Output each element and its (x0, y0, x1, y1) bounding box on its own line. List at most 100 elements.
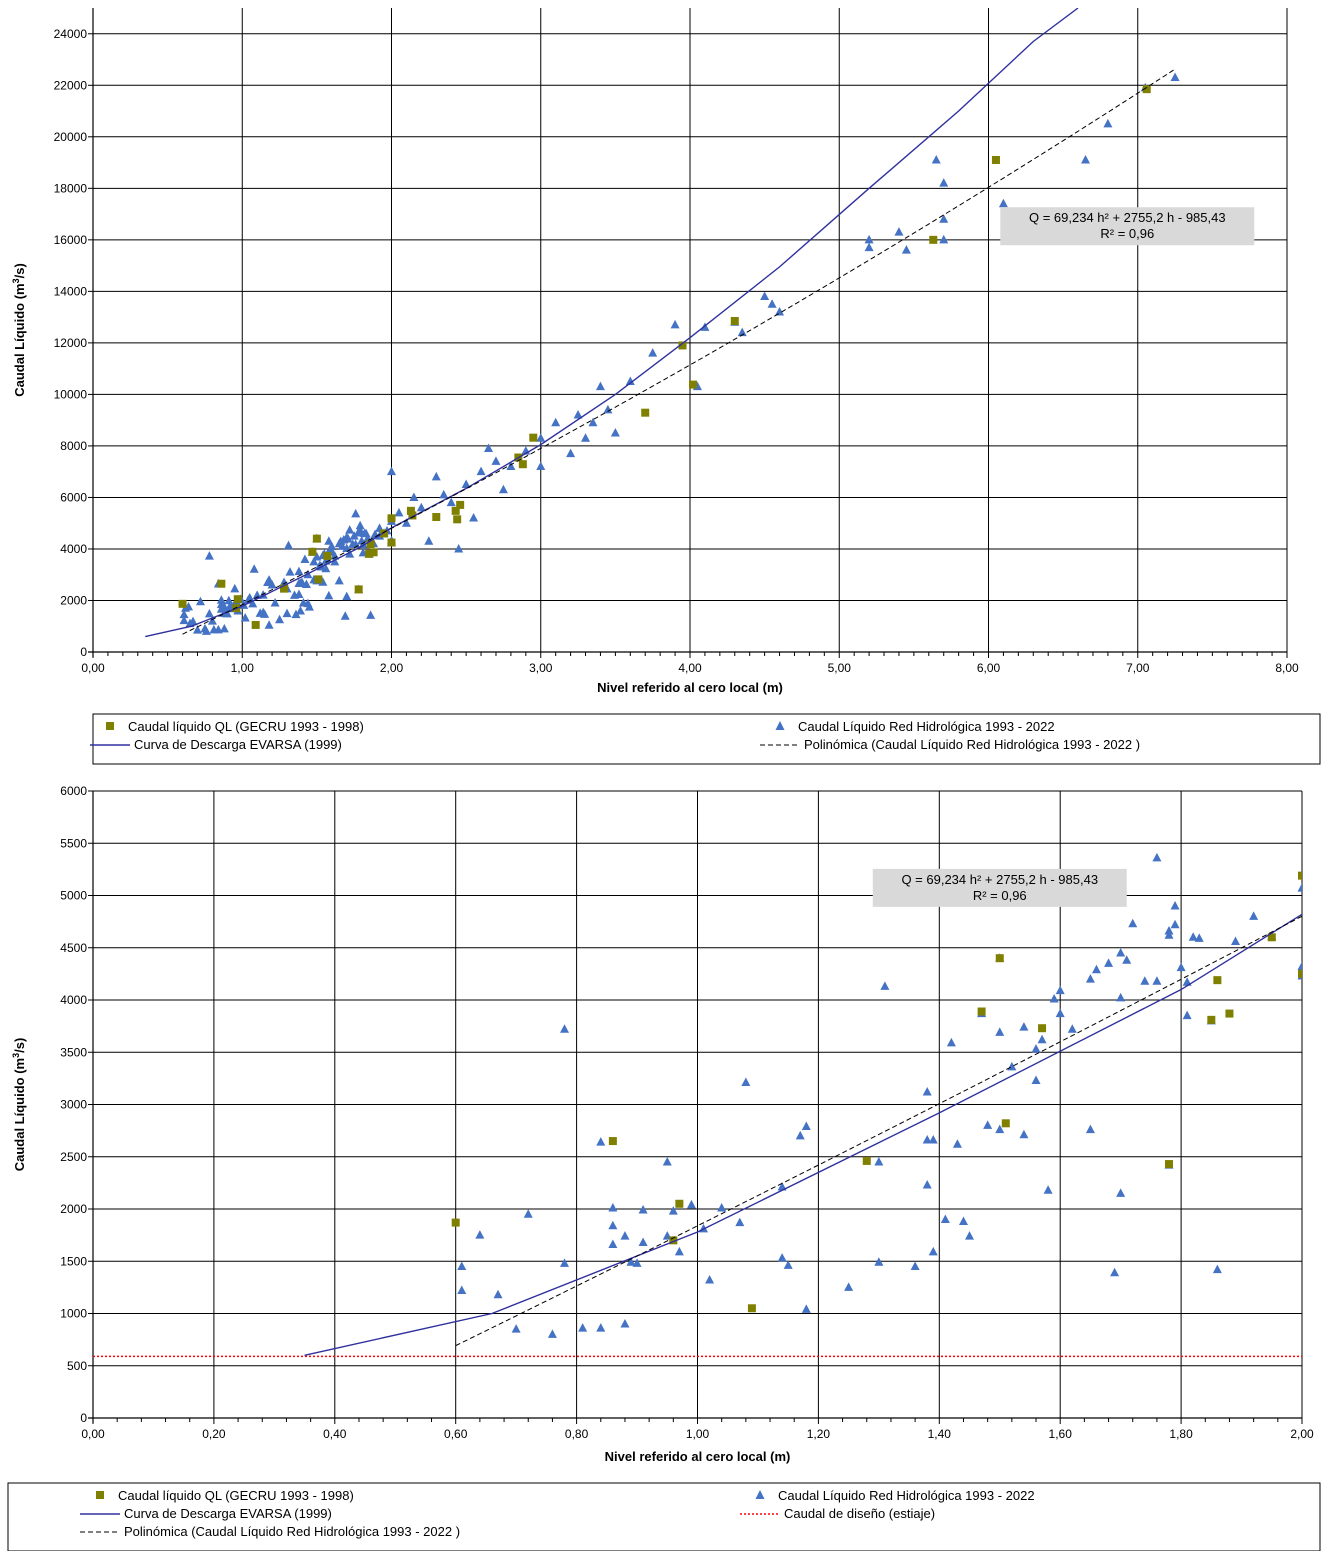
triangle-point (783, 1260, 793, 1269)
square-point (1142, 85, 1151, 94)
x-tick-label: 0,20 (202, 1427, 226, 1441)
triangle-point (409, 492, 419, 501)
triangle-point (536, 461, 546, 471)
y-tick-label: 6000 (60, 784, 87, 798)
square-point (518, 460, 527, 469)
triangle-point (1031, 1075, 1041, 1084)
triangle-point (394, 507, 404, 517)
triangle-point (207, 616, 217, 625)
square-point (323, 551, 332, 560)
y-tick-label: 4000 (60, 993, 87, 1007)
square-point (387, 514, 396, 523)
x-tick-label: 1,40 (928, 1427, 952, 1441)
square-point (995, 954, 1004, 963)
plot-area (145, 8, 1180, 638)
triangle-point (958, 1216, 968, 1226)
triangle-point (275, 614, 285, 624)
triangle-point (230, 583, 240, 593)
triangle-point (668, 1206, 678, 1215)
y-tick-label: 8000 (60, 439, 87, 453)
triangle-point (995, 1027, 1005, 1036)
legend-box (92, 713, 1321, 765)
triangle-point (340, 611, 350, 620)
triangle-point (1085, 1124, 1095, 1134)
triangle-point (880, 981, 890, 990)
triangle-point (461, 479, 471, 489)
triangle-point (284, 540, 294, 550)
legend-label: Curva de Descarga EVARSA (1999) (134, 737, 342, 752)
triangle-point (674, 1246, 684, 1256)
y-axis-title: Caudal Líquido (m3/s) (11, 263, 27, 397)
triangle-point (216, 595, 226, 604)
triangle-point (1170, 919, 1180, 929)
triangle-point (595, 381, 605, 391)
square-point (380, 529, 389, 538)
triangle-point (355, 520, 365, 530)
x-tick-label: 7,00 (1126, 661, 1150, 675)
triangle-point (330, 551, 340, 560)
triangle-point (424, 536, 434, 545)
y-tick-label: 4000 (60, 542, 87, 556)
triangle-point (318, 577, 328, 586)
triangle-point (686, 1199, 696, 1209)
triangle-point (578, 1323, 588, 1332)
equation-label: Q = 69,234 h² + 2755,2 h - 985,43 (901, 872, 1098, 887)
triangle-point (255, 608, 265, 617)
triangle-point (192, 625, 202, 634)
triangle-point (1122, 955, 1132, 964)
x-tick-label: 4,00 (678, 661, 702, 675)
triangle-point (334, 575, 344, 585)
triangle-point (874, 1156, 884, 1166)
r-squared-label: R² = 0,96 (973, 888, 1027, 903)
legend-item: Curva de Descarga EVARSA (1999) (80, 1506, 332, 1521)
x-tick-label: 0,00 (81, 661, 105, 675)
triangle-point (245, 592, 255, 602)
triangle-point (560, 1024, 570, 1033)
square-point (1298, 969, 1302, 978)
triangle-point (939, 178, 949, 187)
triangle-point (735, 1217, 745, 1227)
square-point (669, 1236, 678, 1245)
triangle-point (349, 531, 359, 540)
polynomial-trendline (182, 68, 1176, 635)
y-tick-label: 500 (67, 1359, 87, 1373)
legend-item: Caudal Líquido Red Hidrológica 1993 - 20… (755, 1488, 1035, 1503)
legend-box (7, 1482, 1321, 1551)
triangle-point (928, 1246, 938, 1256)
square-point (991, 155, 1000, 164)
triangle-point (1231, 936, 1241, 945)
triangle-point (1019, 1022, 1029, 1031)
y-tick-label: 2500 (60, 1150, 87, 1164)
triangle-point (1182, 1010, 1192, 1020)
triangle-point (603, 404, 613, 414)
triangle-point (608, 1202, 618, 1212)
triangle-point (1043, 1185, 1053, 1194)
triangle-point (327, 541, 337, 551)
legend-label: Curva de Descarga EVARSA (1999) (124, 1506, 332, 1521)
triangle-point (484, 443, 494, 452)
square-point (1001, 1119, 1010, 1128)
triangle-point (337, 541, 347, 550)
triangle-point (1152, 976, 1162, 985)
triangle-point (1091, 964, 1101, 974)
x-tick-label: 3,00 (529, 661, 553, 675)
triangle-point (1103, 118, 1113, 128)
polynomial-trendline (455, 915, 1302, 1347)
x-tick-label: 1,00 (231, 661, 255, 675)
triangle-point (717, 1202, 727, 1212)
triangle-point (998, 198, 1008, 208)
triangle-point (648, 348, 658, 357)
triangle-point (662, 1156, 672, 1166)
triangle-point (638, 1237, 648, 1246)
square-point (453, 515, 462, 524)
triangle-point (457, 1285, 467, 1295)
x-axis-title: Nivel referido al cero local (m) (597, 680, 783, 695)
x-tick-label: 0,60 (444, 1427, 468, 1441)
square-point (1165, 1160, 1174, 1169)
triangle-point (940, 1214, 950, 1223)
triangle-point (295, 606, 305, 615)
triangle-point (995, 1124, 1005, 1134)
x-tick-label: 8,00 (1275, 661, 1299, 675)
triangle-point (248, 598, 258, 608)
triangle-point (1188, 932, 1198, 941)
